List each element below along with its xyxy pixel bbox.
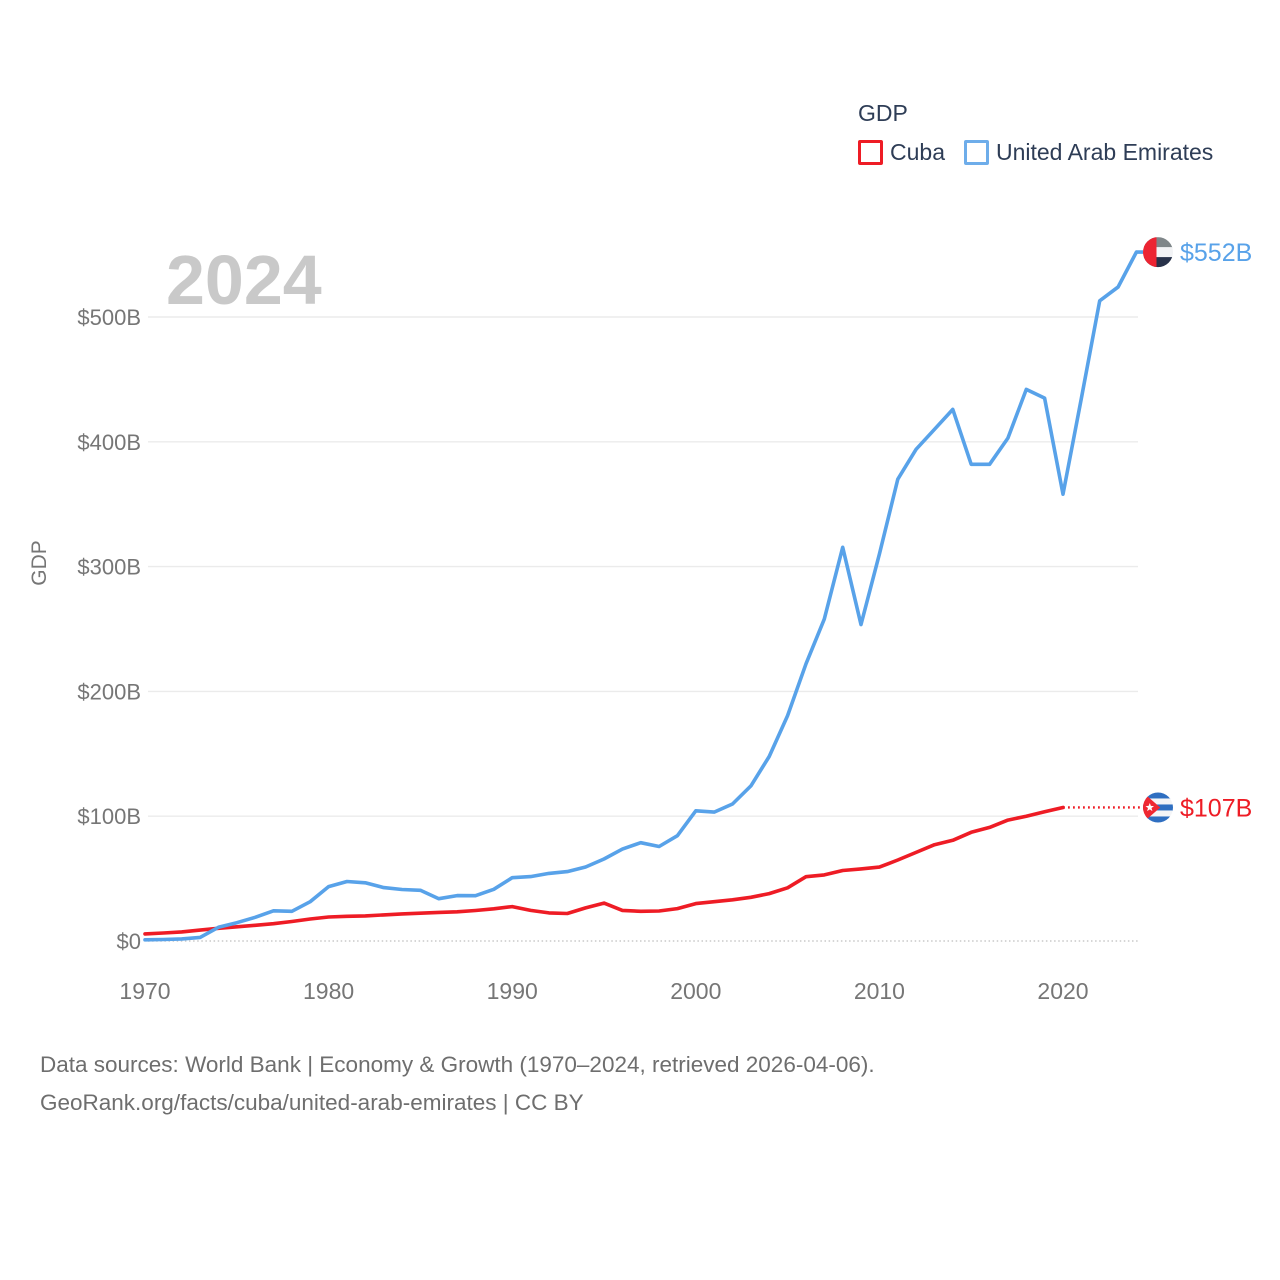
uae-gdp-line[interactable] (143, 250, 1139, 942)
legend-label-uae: United Arab Emirates (995, 139, 1214, 165)
cuba-flag-icon (1143, 792, 1173, 823)
uae-end-value-label: $552B (1180, 239, 1252, 267)
legend-item-cuba[interactable]: Cuba (858, 139, 945, 166)
cuba-end-value-label: $107B (1180, 794, 1252, 822)
x-tick-label: 1980 (303, 978, 354, 1004)
x-tick-label: 1990 (487, 978, 538, 1004)
y-axis-title: GDP (28, 540, 51, 586)
cuba-gdp-line[interactable] (143, 805, 1065, 936)
year-watermark: 2024 (166, 241, 322, 319)
legend-label-cuba: Cuba (890, 139, 945, 165)
chart-legend: GDP Cuba United Arab Emirates (858, 100, 1213, 166)
x-tick-label: 2000 (670, 978, 721, 1004)
footer: Data sources: World Bank | Economy & Gro… (40, 1046, 875, 1122)
y-tick-label: $200B (77, 679, 141, 704)
x-tick-label: 2010 (854, 978, 905, 1004)
footer-source-line: Data sources: World Bank | Economy & Gro… (40, 1052, 875, 1077)
uae-series-checkbox[interactable] (963, 140, 989, 165)
uae-flag-icon (1143, 237, 1173, 268)
cuba-series-checkbox[interactable] (858, 140, 883, 165)
legend-title: GDP (858, 100, 908, 126)
y-tick-label: $500B (77, 305, 141, 330)
footer-attribution-line: GeoRank.org/facts/cuba/united-arab-emira… (40, 1090, 584, 1115)
y-tick-label: $0 (117, 929, 141, 954)
legend-items: Cuba United Arab Emirates (858, 139, 1213, 166)
x-tick-label: 1970 (119, 978, 170, 1004)
y-tick-label: $300B (77, 555, 141, 580)
legend-item-uae[interactable]: United Arab Emirates (963, 139, 1214, 166)
x-tick-label: 2020 (1037, 978, 1088, 1004)
y-tick-label: $400B (77, 430, 141, 455)
y-tick-label: $100B (77, 804, 141, 829)
